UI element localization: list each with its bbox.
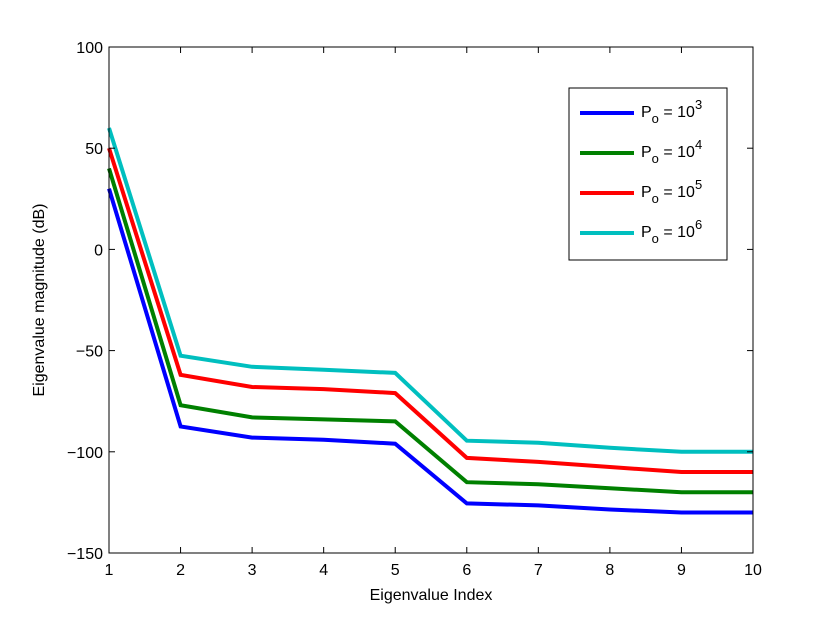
series-line-2	[107, 167, 753, 495]
y-tick-label: 0	[94, 242, 103, 259]
x-tick-label: 10	[744, 562, 762, 579]
x-tick-label: 5	[391, 562, 400, 579]
axis-ticks	[108, 46, 754, 554]
series-line-1	[107, 188, 753, 515]
x-tick-label: 9	[677, 562, 686, 579]
series-line-4	[107, 127, 753, 454]
legend: Po = 103 Po = 104 Po = 105 Po = 106	[568, 87, 728, 261]
x-tick-label: 7	[534, 562, 543, 579]
plot-lines	[107, 127, 753, 515]
x-tick-label: 1	[105, 562, 114, 579]
legend-label: Po = 103	[641, 97, 702, 126]
x-tick-label: 2	[176, 562, 185, 579]
y-tick-label: 50	[85, 141, 103, 158]
series-line-3	[107, 147, 753, 474]
y-tick-label: −50	[76, 344, 103, 361]
x-tick-label: 8	[605, 562, 614, 579]
legend-label: Po = 105	[641, 177, 702, 206]
y-tick-label: −150	[67, 546, 103, 563]
y-tick-label: −100	[67, 445, 103, 462]
axes-frame	[108, 46, 754, 554]
x-tick-label: 4	[319, 562, 328, 579]
axis-tick-labels: 1 2 3 4 5 6 7 8 9 10 100 50 0 −50 −100 −150	[67, 40, 762, 579]
legend-label: Po = 106	[641, 217, 702, 246]
x-tick-label: 6	[462, 562, 471, 579]
legend-label: Po = 104	[641, 137, 702, 166]
y-tick-label: 100	[76, 40, 103, 57]
x-axis-label: Eigenvalue Index	[370, 587, 493, 604]
y-axis-label: Eigenvalue magnitude (dB)	[31, 203, 48, 396]
x-tick-label: 3	[248, 562, 257, 579]
